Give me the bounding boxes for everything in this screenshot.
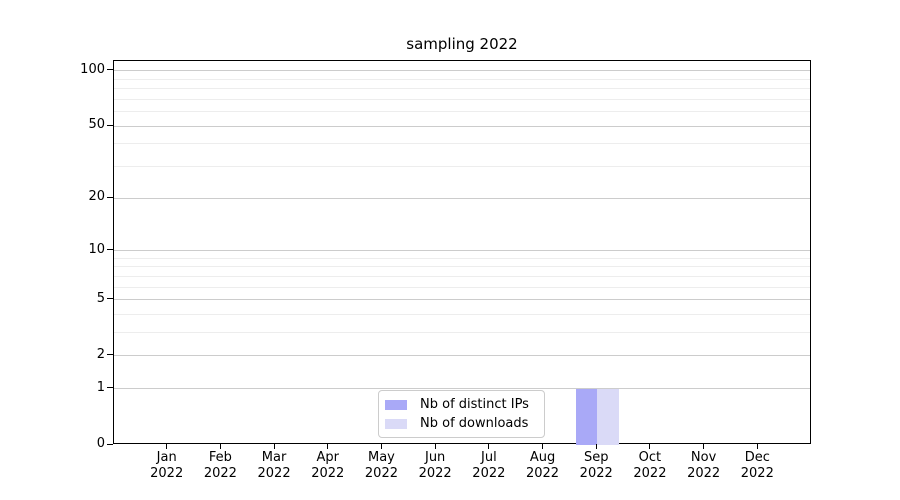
y-tick-label: 20 [88, 189, 105, 205]
x-tick-mark [488, 444, 490, 449]
legend-swatch-downloads [385, 418, 407, 429]
x-tick-label: Oct 2022 [633, 450, 667, 481]
x-tick-label: Jan 2022 [150, 450, 184, 481]
y-tick-mark [107, 69, 113, 71]
bar-nb-of-downloads-sep [597, 388, 619, 445]
y-tick-mark [107, 298, 113, 300]
y-tick-mark [107, 354, 113, 356]
gridline-minor [114, 98, 810, 100]
x-tick-label: Jun 2022 [418, 450, 452, 481]
gridline-minor [114, 286, 810, 288]
gridline-minor [114, 88, 810, 90]
x-tick-label: Nov 2022 [687, 450, 721, 481]
legend-swatch-distinct-ips [385, 399, 407, 410]
gridline-major [114, 125, 810, 127]
legend-label-downloads: Nb of downloads [420, 416, 529, 431]
y-tick-mark [107, 387, 113, 389]
gridline-minor [114, 332, 810, 334]
y-tick-mark [107, 196, 113, 198]
legend-item-distinct-ips: Nb of distinct IPs [385, 397, 536, 412]
y-tick-label: 100 [80, 61, 105, 77]
gridline-major [114, 250, 810, 252]
gridline-minor [114, 166, 810, 168]
bar-nb-of-distinct-ips-sep [575, 388, 598, 445]
x-tick-mark [756, 444, 758, 449]
chart-title: sampling 2022 [406, 35, 518, 53]
y-tick-label: 10 [88, 241, 105, 257]
x-tick-mark [542, 444, 544, 449]
x-tick-label: Sep 2022 [579, 450, 613, 481]
x-tick-label: Jul 2022 [472, 450, 506, 481]
y-tick-mark [107, 124, 113, 126]
y-tick-label: 50 [88, 117, 105, 133]
y-tick-mark [107, 443, 113, 445]
x-tick-label: Dec 2022 [740, 450, 774, 481]
legend: Nb of distinct IPs Nb of downloads [378, 390, 545, 438]
gridline-minor [114, 314, 810, 315]
gridline-minor [114, 275, 810, 277]
y-tick-mark [107, 249, 113, 251]
y-tick-label: 2 [96, 346, 105, 362]
gridline-minor [114, 78, 810, 80]
y-tick-label: 5 [96, 290, 105, 306]
legend-label-distinct-ips: Nb of distinct IPs [420, 397, 529, 412]
plot-area [113, 60, 811, 445]
x-tick-label: Apr 2022 [311, 450, 345, 481]
x-tick-label: Aug 2022 [525, 450, 560, 481]
gridline-major [114, 388, 810, 390]
x-tick-mark [434, 444, 436, 449]
gridline-minor [114, 111, 810, 113]
gridline-minor [114, 266, 810, 268]
x-tick-mark [703, 444, 705, 449]
y-tick-label: 1 [96, 379, 105, 395]
gridline-major [114, 355, 810, 357]
x-tick-mark [380, 444, 382, 449]
x-tick-mark [273, 444, 275, 449]
x-tick-label: May 2022 [364, 450, 398, 481]
gridline-major [114, 70, 810, 72]
y-tick-label: 0 [96, 436, 105, 451]
x-tick-mark [595, 444, 597, 449]
gridline-major [114, 299, 810, 301]
x-tick-mark [327, 444, 329, 449]
gridline-major [114, 197, 810, 199]
x-tick-label: Mar 2022 [257, 450, 291, 481]
x-tick-mark [219, 444, 221, 449]
x-tick-label: Feb 2022 [203, 450, 237, 481]
legend-item-downloads: Nb of downloads [385, 416, 536, 431]
x-tick-mark [649, 444, 651, 449]
gridline-minor [114, 257, 810, 259]
x-tick-mark [166, 444, 168, 449]
gridline-minor [114, 143, 810, 145]
